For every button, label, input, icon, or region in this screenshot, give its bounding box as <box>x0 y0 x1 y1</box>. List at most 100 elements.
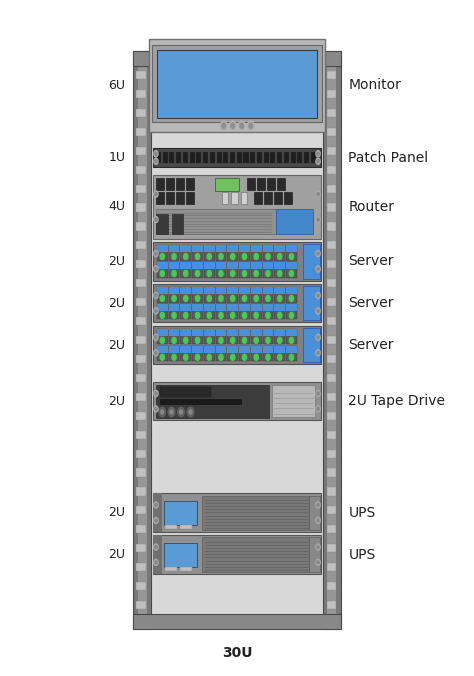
Circle shape <box>207 295 211 301</box>
Circle shape <box>155 268 157 270</box>
Circle shape <box>317 294 319 297</box>
Circle shape <box>278 354 282 360</box>
Bar <box>153 148 321 167</box>
Bar <box>164 543 197 567</box>
Circle shape <box>242 270 246 276</box>
Text: Server: Server <box>348 296 394 310</box>
Circle shape <box>266 254 270 260</box>
Circle shape <box>155 252 157 255</box>
Circle shape <box>155 336 157 339</box>
Bar <box>239 329 250 345</box>
Bar <box>153 493 321 532</box>
Bar <box>216 346 227 353</box>
Bar <box>163 152 168 163</box>
Bar <box>327 279 337 287</box>
Circle shape <box>195 270 200 276</box>
Bar <box>153 326 321 364</box>
Bar <box>169 329 180 336</box>
Bar <box>304 152 309 163</box>
Circle shape <box>266 312 270 318</box>
Text: 2U: 2U <box>109 506 126 519</box>
Bar <box>228 262 238 269</box>
Text: 1U: 1U <box>109 151 126 164</box>
Bar <box>136 109 146 117</box>
Circle shape <box>154 517 158 523</box>
Bar <box>284 152 289 163</box>
Text: 2U: 2U <box>109 339 126 352</box>
Bar <box>247 178 255 191</box>
Bar <box>136 393 146 401</box>
Bar <box>297 152 302 163</box>
Bar <box>181 329 191 345</box>
Circle shape <box>154 502 158 508</box>
Bar <box>286 346 297 362</box>
Circle shape <box>222 123 226 128</box>
Bar <box>239 245 250 261</box>
Circle shape <box>183 354 188 360</box>
Bar <box>192 245 203 261</box>
Circle shape <box>254 337 258 343</box>
Circle shape <box>242 337 246 343</box>
Bar <box>181 304 191 311</box>
Circle shape <box>189 410 192 414</box>
Bar <box>166 178 174 191</box>
Circle shape <box>316 391 320 397</box>
Bar <box>151 66 323 614</box>
Circle shape <box>316 544 320 550</box>
Circle shape <box>316 251 320 257</box>
Bar <box>192 304 203 320</box>
Bar <box>169 262 180 269</box>
Bar <box>309 496 320 530</box>
Bar <box>228 287 238 294</box>
Bar <box>169 304 180 320</box>
Bar <box>204 346 215 353</box>
Bar <box>181 287 191 303</box>
Bar <box>166 192 174 204</box>
Bar <box>190 152 195 163</box>
Bar <box>204 329 215 345</box>
Circle shape <box>240 123 244 128</box>
Bar <box>157 245 168 261</box>
Bar <box>251 245 262 252</box>
Bar <box>196 152 201 163</box>
Text: 6U: 6U <box>109 78 126 92</box>
Bar <box>303 328 319 362</box>
Bar <box>192 346 203 353</box>
Bar <box>263 329 273 345</box>
Text: Patch Panel: Patch Panel <box>348 151 428 164</box>
Text: 2U: 2U <box>109 548 126 561</box>
Circle shape <box>195 312 200 318</box>
Bar <box>228 329 238 345</box>
Bar <box>136 222 146 231</box>
Bar <box>136 147 146 155</box>
Circle shape <box>231 254 235 260</box>
Circle shape <box>154 191 158 197</box>
Bar <box>274 287 285 294</box>
Circle shape <box>278 254 282 260</box>
Bar <box>277 152 282 163</box>
Bar <box>286 304 297 320</box>
Circle shape <box>155 310 157 312</box>
Circle shape <box>154 266 158 272</box>
Bar <box>216 304 227 311</box>
Circle shape <box>183 254 188 260</box>
Bar <box>160 399 241 404</box>
Circle shape <box>154 158 158 164</box>
Bar <box>136 128 146 136</box>
Circle shape <box>219 312 223 318</box>
Circle shape <box>154 349 158 356</box>
Bar <box>263 262 273 278</box>
Bar <box>251 287 262 294</box>
Circle shape <box>289 270 293 276</box>
Circle shape <box>231 354 235 360</box>
Bar <box>327 450 337 458</box>
Circle shape <box>229 121 236 130</box>
Circle shape <box>316 559 320 565</box>
Circle shape <box>316 266 320 272</box>
Bar <box>136 90 146 98</box>
Circle shape <box>183 337 188 343</box>
Bar <box>192 346 203 362</box>
Circle shape <box>155 352 157 354</box>
Circle shape <box>195 354 200 360</box>
Bar <box>223 152 228 163</box>
